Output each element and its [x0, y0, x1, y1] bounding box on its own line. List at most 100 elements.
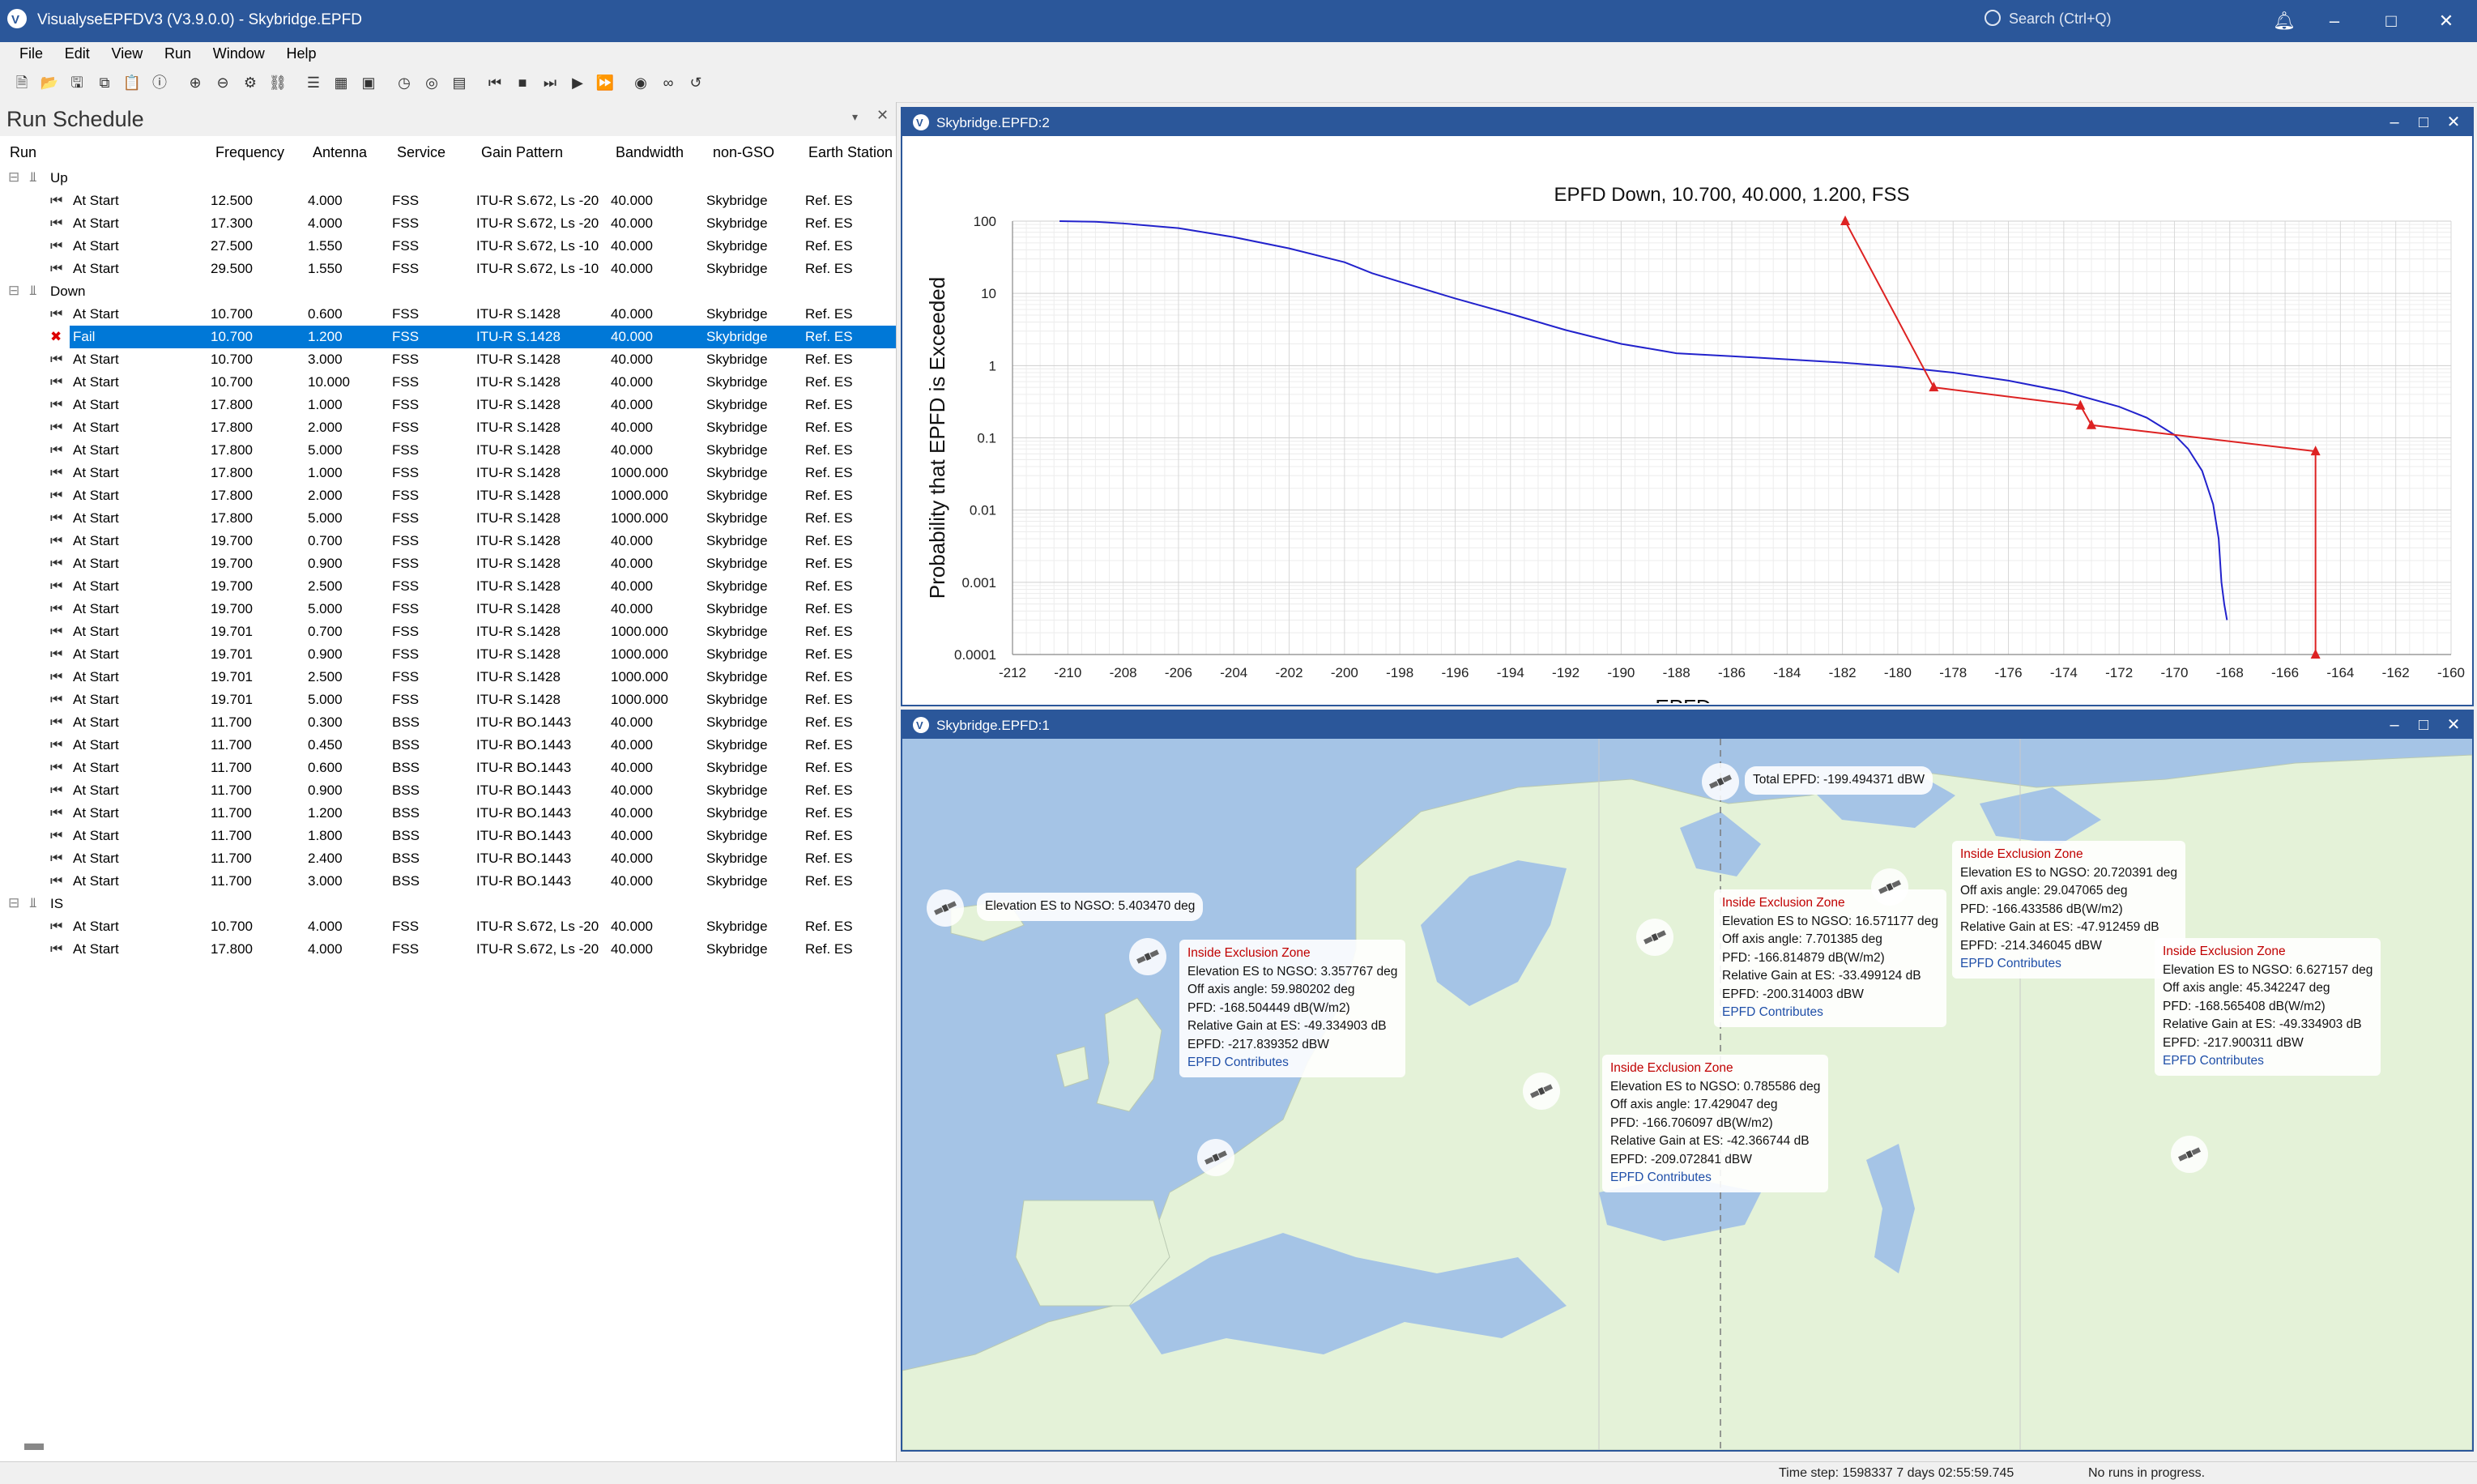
map-view[interactable]: Total EPFD: -199.494371 dBW Elevation ES… — [902, 739, 2472, 1450]
collapse-icon[interactable]: ⊟ — [8, 283, 20, 298]
run-row[interactable]: ⏮ At Start 11.700 3.000 BSS ITU-R BO.1443 40.0… — [0, 870, 896, 893]
satellite-icon[interactable] — [1197, 1139, 1234, 1176]
run-row[interactable]: ⏮ At Start 17.800 5.000 FSS ITU-R S.1428 40.00… — [0, 439, 896, 462]
satellite-icon[interactable] — [927, 889, 964, 927]
run-row[interactable]: ⏮ At Start 27.500 1.550 FSS ITU-R S.672, Ls -… — [0, 235, 896, 258]
run-row[interactable]: ⏮ At Start 17.300 4.000 FSS ITU-R S.672, Ls -… — [0, 212, 896, 235]
column-header[interactable]: non-GSO — [713, 144, 775, 160]
column-header[interactable]: Frequency — [215, 144, 285, 160]
menu-view[interactable]: View — [111, 45, 143, 62]
run-row[interactable]: ⏮ At Start 11.700 0.600 BSS ITU-R BO.1443 40.0… — [0, 757, 896, 779]
search-box[interactable]: Search (Ctrl+Q) — [1985, 10, 2228, 32]
minimize-button[interactable]: – — [2390, 113, 2399, 131]
column-header[interactable]: Run — [10, 144, 37, 160]
table-icon[interactable]: ▤ — [452, 75, 467, 91]
close-button[interactable]: ✕ — [2446, 716, 2461, 734]
run-row[interactable]: ⏮ At Start 10.700 4.000 FSS ITU-R S.672, Ls -… — [0, 915, 896, 938]
run-row[interactable]: ⏮ At Start 19.700 0.700 FSS ITU-R S.1428 40.00… — [0, 530, 896, 552]
panel-close-icon[interactable]: ✕ — [876, 107, 889, 123]
run-row[interactable]: ⏮ At Start 11.700 1.200 BSS ITU-R BO.1443 40.0… — [0, 802, 896, 825]
new-icon[interactable]: 🗎 — [15, 75, 28, 91]
collapse-icon[interactable]: ⊟ — [8, 169, 20, 185]
fast-forward-icon[interactable]: ⏩ — [595, 75, 615, 91]
epfd-contributes-link[interactable]: EPFD Contributes — [1960, 957, 2061, 970]
skip-back-icon[interactable]: ⏮ — [488, 75, 502, 91]
satellite-icon[interactable] — [1129, 938, 1166, 975]
run-row[interactable]: ⏮ At Start 17.800 1.000 FSS ITU-R S.1428 1000.… — [0, 462, 896, 484]
clock-icon[interactable]: ◷ — [398, 75, 411, 91]
copy-icon[interactable]: ⧉ — [99, 75, 110, 91]
tree-group[interactable]: ⊟ ⫫ Down — [0, 280, 896, 303]
column-header[interactable]: Earth Station — [808, 144, 893, 160]
minimize-button[interactable]: – — [2329, 11, 2340, 31]
collapse-icon[interactable]: ⊟ — [8, 895, 20, 910]
menu-run[interactable]: Run — [164, 45, 191, 62]
horizontal-scrollbar[interactable] — [24, 1443, 44, 1450]
run-row[interactable]: ⏮ At Start 11.700 2.400 BSS ITU-R BO.1443 40.0… — [0, 847, 896, 870]
run-row[interactable]: ⏮ At Start 11.700 0.900 BSS ITU-R BO.1443 40.0… — [0, 779, 896, 802]
satellite-icon[interactable] — [1636, 919, 1673, 956]
run-icon[interactable]: ◉ — [634, 75, 647, 91]
run-row[interactable]: ⏮ At Start 17.800 4.000 FSS ITU-R S.672, Ls -… — [0, 938, 896, 961]
run-row[interactable]: ⏮ At Start 29.500 1.550 FSS ITU-R S.672, Ls -… — [0, 258, 896, 280]
settings-icon[interactable]: ⚙ — [243, 75, 258, 91]
run-row[interactable]: ⏮ At Start 12.500 4.000 FSS ITU-R S.672, Ls -… — [0, 190, 896, 212]
link2-icon[interactable]: ∞ — [663, 75, 674, 91]
menu-help[interactable]: Help — [286, 45, 317, 62]
satellite-icon[interactable] — [1871, 868, 1908, 906]
column-header[interactable]: Service — [397, 144, 446, 160]
run-row[interactable]: ⏮ At Start 19.700 0.900 FSS ITU-R S.1428 40.00… — [0, 552, 896, 575]
run-row[interactable]: ⏮ At Start 10.700 0.600 FSS ITU-R S.1428 40.00… — [0, 303, 896, 326]
minimize-button[interactable]: – — [2390, 716, 2399, 734]
run-row[interactable]: ⏮ At Start 19.700 2.500 FSS ITU-R S.1428 40.00… — [0, 575, 896, 598]
run-row[interactable]: ⏮ At Start 17.800 1.000 FSS ITU-R S.1428 40.00… — [0, 394, 896, 416]
info-icon[interactable]: ⓘ — [152, 75, 167, 91]
menu-window[interactable]: Window — [212, 45, 265, 62]
epfd-contributes-link[interactable]: EPFD Contributes — [1722, 1005, 1823, 1019]
earth-station-icon[interactable] — [1702, 763, 1739, 800]
column-header[interactable]: Bandwidth — [616, 144, 684, 160]
maximize-button[interactable]: □ — [2385, 11, 2397, 31]
column-header[interactable]: Antenna — [313, 144, 368, 160]
tree-group[interactable]: ⊟ ⫫ Up — [0, 167, 896, 190]
satellite-icon[interactable] — [2171, 1136, 2208, 1173]
globe-icon[interactable]: ◎ — [425, 75, 438, 91]
run-row[interactable]: ⏮ At Start 19.700 5.000 FSS ITU-R S.1428 40.00… — [0, 598, 896, 620]
tree-group[interactable]: ⊟ ⫫ IS — [0, 893, 896, 915]
notification-bell-icon[interactable]: 🔔︎ — [2273, 11, 2296, 31]
zoom-out-icon[interactable]: ⊖ — [216, 75, 229, 91]
column-header[interactable]: Gain Pattern — [481, 144, 564, 160]
satellite-icon[interactable] — [1523, 1072, 1560, 1110]
run-row[interactable]: ⏮ At Start 19.701 0.900 FSS ITU-R S.1428 1000.… — [0, 643, 896, 666]
paste-icon[interactable]: 📋 — [122, 75, 142, 91]
play-icon[interactable]: ▶ — [572, 75, 583, 91]
run-row[interactable]: ⏮ At Start 17.800 2.000 FSS ITU-R S.1428 40.00… — [0, 416, 896, 439]
grid-icon[interactable]: ▦ — [334, 75, 348, 91]
close-button[interactable]: ✕ — [2438, 11, 2454, 31]
reset-icon[interactable]: ↺ — [689, 75, 702, 91]
menu-edit[interactable]: Edit — [64, 45, 90, 62]
epfd-contributes-link[interactable]: EPFD Contributes — [1610, 1171, 1712, 1184]
maximize-button[interactable]: □ — [2418, 113, 2429, 131]
run-row[interactable]: ⏮ At Start 17.800 5.000 FSS ITU-R S.1428 1000.… — [0, 507, 896, 530]
link-icon[interactable]: ⛓ — [268, 75, 288, 91]
list-icon[interactable]: ☰ — [306, 75, 321, 91]
run-row[interactable]: ⏮ At Start 19.701 0.700 FSS ITU-R S.1428 1000.… — [0, 620, 896, 643]
save-icon[interactable]: 🖫 — [70, 75, 83, 91]
run-row[interactable]: ⏮ At Start 17.800 2.000 FSS ITU-R S.1428 1000.… — [0, 484, 896, 507]
run-row[interactable]: ⏮ At Start 19.701 5.000 FSS ITU-R S.1428 1000.… — [0, 689, 896, 711]
menu-file[interactable]: File — [19, 45, 44, 62]
close-button[interactable]: ✕ — [2446, 113, 2461, 131]
panel-dropdown-icon[interactable]: ▾ — [852, 110, 859, 123]
step-icon[interactable]: ⏭ — [543, 75, 557, 91]
epfd-contributes-link[interactable]: EPFD Contributes — [2163, 1054, 2264, 1068]
run-row[interactable]: ⏮ At Start 10.700 3.000 FSS ITU-R S.1428 40.00… — [0, 348, 896, 371]
maximize-button[interactable]: □ — [2418, 716, 2429, 734]
zoom-in-icon[interactable]: ⊕ — [189, 75, 202, 91]
stop-icon[interactable]: ■ — [518, 75, 527, 91]
run-row[interactable]: ✖ Fail 10.700 1.200 FSS ITU-R S.1428 40.000 Sky… — [0, 326, 896, 348]
run-row[interactable]: ⏮ At Start 11.700 0.450 BSS ITU-R BO.1443 40.0… — [0, 734, 896, 757]
run-row[interactable]: ⏮ At Start 11.700 1.800 BSS ITU-R BO.1443 40.0… — [0, 825, 896, 847]
run-row[interactable]: ⏮ At Start 11.700 0.300 BSS ITU-R BO.1443 40.0… — [0, 711, 896, 734]
run-row[interactable]: ⏮ At Start 10.700 10.000 FSS ITU-R S.1428 40.0… — [0, 371, 896, 394]
